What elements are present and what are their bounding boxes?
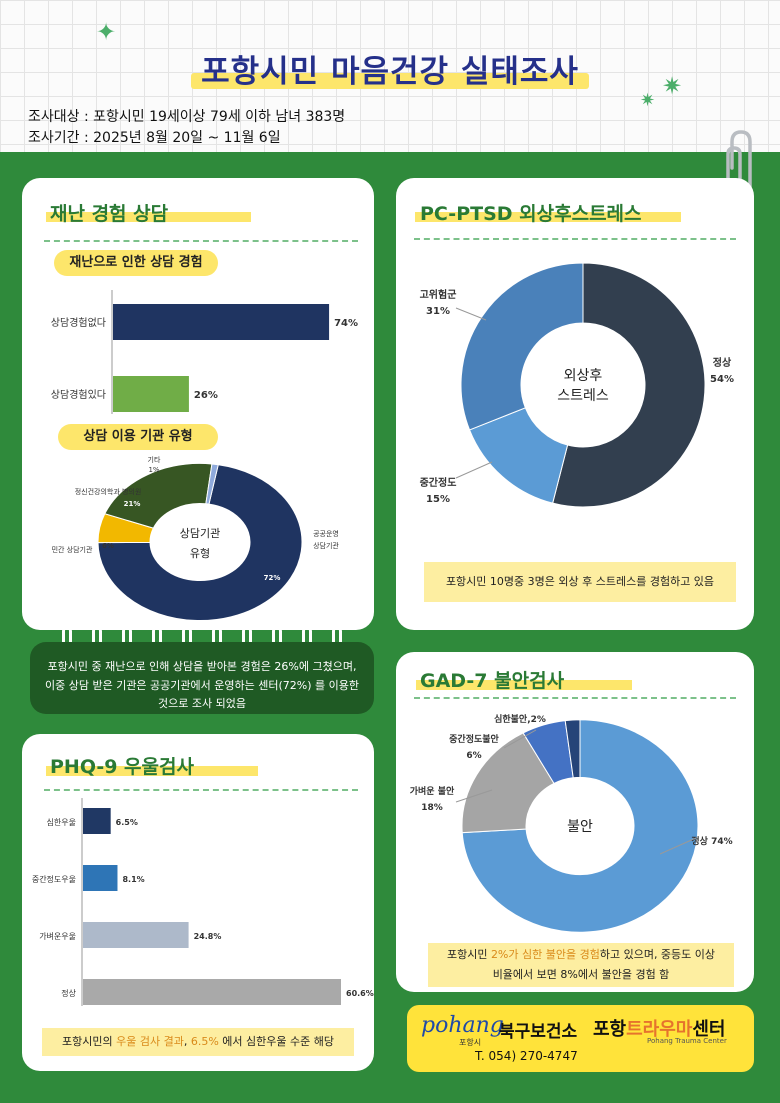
gad-title: GAD-7 불안검사 xyxy=(420,670,565,692)
slice-value: 15% xyxy=(426,494,450,505)
category-label: 심한우울 xyxy=(47,817,76,827)
agency-subtitle: 상담 이용 기관 유형 xyxy=(58,424,218,450)
category-label: 상담경험있다 xyxy=(51,388,106,401)
donut-slice xyxy=(552,262,706,508)
data-label: 74% xyxy=(334,318,358,329)
leader-line xyxy=(455,789,493,803)
center-label: 불안 xyxy=(567,819,593,835)
slice-label: 기타 xyxy=(148,455,161,464)
donut-slice xyxy=(460,262,584,431)
star-icon: ✷ xyxy=(640,90,656,111)
slice-label: 6% xyxy=(102,542,114,550)
star-icon: ✦ xyxy=(96,18,117,46)
slice-value: 31% xyxy=(426,306,450,317)
donut-slice xyxy=(205,463,219,505)
center-label: 상담기관 xyxy=(180,527,220,540)
slice-label: 정상 74% xyxy=(691,835,732,847)
category-label: 중간정도우울 xyxy=(32,874,76,884)
consult-subtitle: 재난으로 인한 상담 경험 xyxy=(54,250,218,276)
slice-label: 가벼운 불안 xyxy=(410,785,455,797)
data-label: 8.1% xyxy=(122,875,144,884)
bar xyxy=(83,979,341,1005)
center-label: 스트레스 xyxy=(557,388,609,404)
donut-slice xyxy=(564,719,581,779)
slice-label: 심한불안,2% xyxy=(494,713,546,725)
ptsd-note: 포항시민 10명중 3명은 외상 후 스트레스를 경험하고 있음 xyxy=(424,562,736,602)
page-title: 포항시민 마음건강 실태조사 xyxy=(191,46,589,91)
slice-label: 72% xyxy=(264,574,281,582)
slice-value: 54% xyxy=(710,374,734,385)
star-icon: ✷ xyxy=(662,72,683,100)
slice-value: 18% xyxy=(421,803,443,813)
slice-value: 1% xyxy=(148,466,159,474)
data-label: 26% xyxy=(194,390,218,401)
leader-line xyxy=(455,461,493,479)
gad-note: 포항시민 2%가 심한 불안을 경험하고 있으며, 중등도 이상 비율에서 보면… xyxy=(428,943,734,987)
bar xyxy=(113,304,330,340)
survey-target: 조사대상 : 포항시민 19세이상 79세 이하 남녀 383명 xyxy=(28,109,346,125)
center-label: 외상후 xyxy=(564,368,603,384)
slice-label: 21% xyxy=(124,500,141,508)
slice-label: 중간정도불안 xyxy=(449,733,499,745)
bar xyxy=(83,922,189,948)
data-label: 24.8% xyxy=(194,932,222,941)
trauma-center-name: 포항트라우마센터 xyxy=(593,1019,726,1040)
ptsd-donut-chart: 외상후스트레스 정상 54% 중간정도 15% 고위험군 31% xyxy=(420,262,734,508)
leader-line xyxy=(503,729,537,749)
slice-label: 민간 상담기관 xyxy=(52,545,93,554)
leader-line xyxy=(659,837,697,855)
slice-label: 고위험군 xyxy=(420,288,457,301)
consult-bar-chart: 상담경험없다 74% 상담경험있다 26% xyxy=(51,290,358,414)
phq-title: PHQ-9 우울검사 xyxy=(50,756,194,778)
donut-slice xyxy=(461,732,555,834)
slice-label: 중간정도 xyxy=(420,476,457,489)
category-label: 상담경험없다 xyxy=(51,316,106,329)
category-label: 가벼운우울 xyxy=(39,931,76,941)
phq-bar-chart: 심한우울 6.5% 중간정도우울 8.1% 가벼운우울 24.8% 정상 60.6% xyxy=(32,798,374,1006)
slice-label: 공공운영 xyxy=(313,529,339,538)
slice-label: 정상 xyxy=(713,356,732,369)
data-label: 6.5% xyxy=(116,818,138,827)
center-logo: pohang 포항시 북구보건소 포항트라우마센터 Pohang Trauma … xyxy=(407,1005,754,1072)
slice-value: 6% xyxy=(466,751,481,761)
org-name: 북구보건소 xyxy=(499,1022,578,1042)
data-label: 60.6% xyxy=(346,989,374,998)
disaster-note: 포항시민 중 재난으로 인해 상담을 받아본 경험은 26%에 그쳤으며, 이중… xyxy=(30,642,374,714)
phq-note: 포항시민의 우울 검사 결과, 6.5% 에서 심한우울 수준 해당 xyxy=(42,1028,354,1056)
slice-label: 정신건강의학과 병의원 xyxy=(75,487,142,496)
donut-slice xyxy=(461,719,699,933)
donut-slice xyxy=(97,464,303,622)
pohang-logo: pohang xyxy=(421,1013,504,1038)
bar xyxy=(83,865,118,891)
slice-label: 상담기관 xyxy=(313,541,339,550)
category-label: 정상 xyxy=(61,988,76,998)
bar xyxy=(113,376,189,412)
header-area: ✦ ✷ ✷ 포항시민 마음건강 실태조사 조사대상 : 포항시민 19세이상 7… xyxy=(0,0,780,152)
leader-line xyxy=(455,307,487,321)
bar xyxy=(83,808,111,834)
center-label: 유형 xyxy=(190,547,210,560)
disaster-title: 재난 경험 상담 xyxy=(50,203,169,225)
survey-period: 조사기간 : 2025년 8월 20일 ~ 11월 6일 xyxy=(28,130,281,146)
phone-number: T. 054) 270-4747 xyxy=(475,1049,578,1063)
ptsd-title: PC-PTSD 외상후스트레스 xyxy=(420,203,642,225)
